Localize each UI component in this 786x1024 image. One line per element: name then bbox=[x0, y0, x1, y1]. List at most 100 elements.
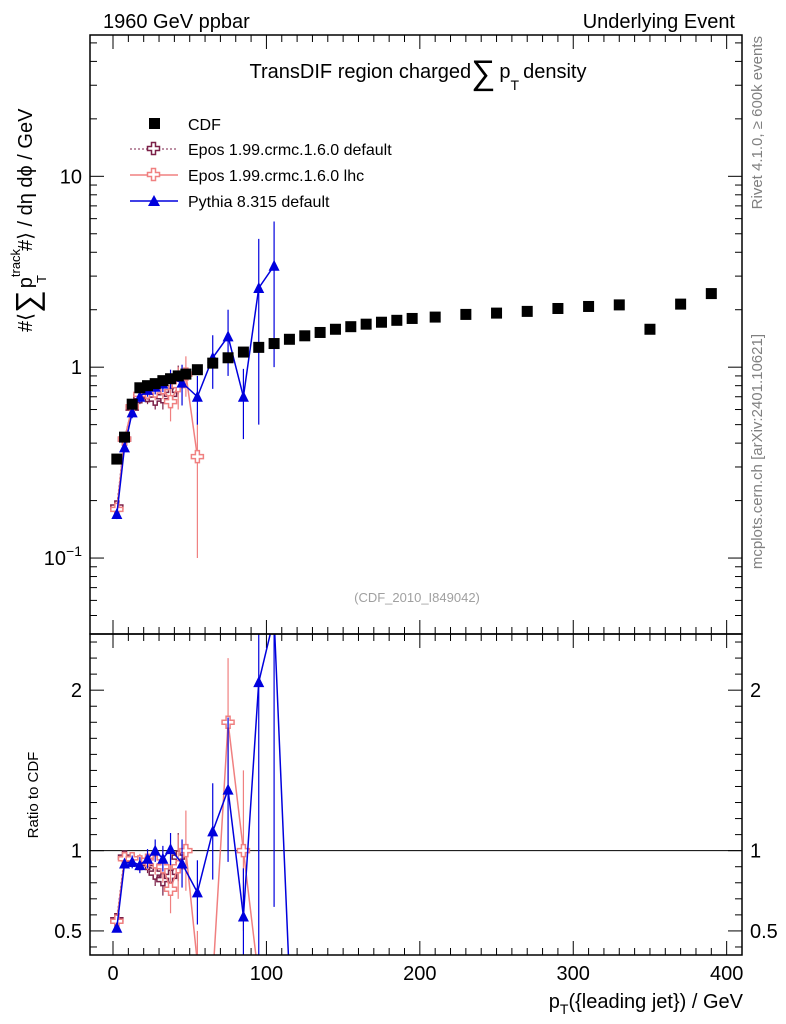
x-tick-label: 400 bbox=[710, 963, 743, 985]
main-cdf-point bbox=[149, 378, 161, 390]
x-axis-label: pT({leading jet}) / GeV bbox=[549, 991, 744, 1017]
legend-label-epos-default: Epos 1.99.crmc.1.6.0 default bbox=[188, 142, 392, 159]
legend-entry-pythia: Pythia 8.315 default bbox=[130, 194, 330, 211]
main-cdf-point bbox=[521, 305, 533, 317]
main-cdf-point bbox=[460, 308, 472, 320]
main-pythia-point bbox=[126, 406, 138, 418]
main-y-axis-label: #⟨∑ptrackT#⟩ / dη dϕ / GeV bbox=[8, 108, 49, 332]
ratio-epos-lhc-point bbox=[236, 843, 251, 858]
ratio-y-tick-label-right: 1 bbox=[750, 841, 761, 863]
ratio-plot: 0 100 200 300 400 0.5 0.5 1 1 2 2 bbox=[54, 612, 778, 985]
legend-label-epos-lhc: Epos 1.99.crmc.1.6.0 lhc bbox=[188, 168, 364, 185]
ratio-y-tick-label: 2 bbox=[71, 680, 82, 702]
ratio-y-tick-label: 0.5 bbox=[54, 921, 82, 943]
legend-label-pythia: Pythia 8.315 default bbox=[188, 194, 330, 211]
legend-marker-pythia bbox=[148, 195, 160, 206]
ratio-pythia-point bbox=[165, 843, 177, 855]
main-chart-title: TransDIF region charged∑ pTdensity bbox=[250, 54, 587, 93]
ratio-pythia-point bbox=[191, 886, 203, 898]
ratio-series-layer bbox=[110, 612, 295, 985]
main-cdf-point bbox=[613, 299, 625, 311]
main-series-layer bbox=[110, 221, 717, 559]
main-cdf-point bbox=[583, 300, 595, 312]
ratio-pythia-point bbox=[222, 783, 234, 795]
main-cdf-point bbox=[268, 338, 280, 350]
legend-marker-epos-lhc bbox=[146, 167, 161, 182]
main-cdf-point bbox=[111, 453, 123, 465]
x-tick-label: 0 bbox=[107, 963, 118, 985]
ratio-epos-lhc-point bbox=[191, 957, 203, 969]
ratio-epos-lhc-point bbox=[163, 882, 178, 896]
main-y-tick-label: 10−1 bbox=[44, 543, 82, 570]
main-cdf-point bbox=[675, 298, 687, 310]
legend-entry-epos-lhc: Epos 1.99.crmc.1.6.0 lhc bbox=[130, 167, 364, 185]
ratio-y-tick-label-right: 2 bbox=[750, 680, 761, 702]
mcplots-label: mcplots.cern.ch [arXiv:2401.10621] bbox=[749, 334, 766, 569]
main-pythia-point bbox=[222, 330, 234, 342]
legend-entry-cdf: CDF bbox=[149, 117, 221, 134]
ratio-pythia-point bbox=[284, 973, 295, 984]
ratio-plot-frame bbox=[89, 633, 743, 956]
main-cdf-point bbox=[314, 326, 326, 338]
main-pythia-point bbox=[119, 441, 131, 453]
legend: CDF Epos 1.99.crmc.1.6.0 default Epos 1.… bbox=[130, 117, 392, 211]
ratio-epos-lhc-point bbox=[179, 843, 193, 858]
main-epos-lhc-point bbox=[163, 394, 178, 409]
main-cdf-point bbox=[391, 314, 403, 326]
main-pythia-point bbox=[176, 376, 188, 388]
main-pythia-point bbox=[191, 390, 203, 402]
main-epos-lhc-point bbox=[190, 449, 205, 464]
ratio-y-tick-label: 1 bbox=[71, 841, 82, 863]
main-cdf-point bbox=[172, 370, 184, 382]
ratio-pythia-point bbox=[134, 859, 146, 871]
ratio-pythia-point bbox=[176, 857, 188, 869]
main-cdf-point bbox=[119, 431, 131, 443]
main-cdf-point bbox=[283, 333, 295, 345]
main-cdf-point bbox=[360, 318, 372, 330]
main-cdf-point bbox=[375, 316, 387, 328]
ratio-pythia-point bbox=[126, 855, 138, 867]
ratio-pythia-point bbox=[142, 852, 154, 864]
main-cdf-point bbox=[180, 368, 192, 380]
main-pythia-point bbox=[268, 259, 280, 271]
legend-entry-epos-default: Epos 1.99.crmc.1.6.0 default bbox=[130, 141, 392, 159]
main-cdf-point bbox=[237, 346, 249, 358]
header-left: 1960 GeV ppbar bbox=[103, 11, 250, 33]
main-cdf-point bbox=[157, 375, 169, 387]
main-cdf-point bbox=[134, 382, 146, 394]
ratio-epos-lhc-point bbox=[207, 973, 219, 985]
ratio-pythia-point bbox=[157, 852, 169, 864]
ratio-pythia-point bbox=[253, 676, 265, 688]
ratio-pythia-point bbox=[111, 921, 123, 933]
main-cdf-point bbox=[345, 321, 357, 333]
ratio-pythia-point bbox=[149, 844, 161, 856]
main-cdf-point bbox=[222, 352, 234, 364]
ratio-pythia-line bbox=[116, 634, 290, 955]
ratio-pythia-point bbox=[237, 910, 249, 922]
main-cdf-point bbox=[429, 311, 441, 323]
main-pythia-point bbox=[237, 390, 249, 402]
main-cdf-point bbox=[491, 307, 503, 319]
main-cdf-point bbox=[329, 323, 341, 335]
main-cdf-point bbox=[142, 380, 154, 392]
legend-marker-cdf bbox=[149, 118, 160, 129]
ratio-y-tick-label-right: 0.5 bbox=[750, 921, 778, 943]
main-plot: 10−1 1 10 bbox=[44, 35, 742, 635]
ratio-pythia-point bbox=[269, 612, 280, 623]
main-pythia-point bbox=[111, 508, 123, 520]
x-tick-label: 200 bbox=[403, 963, 436, 985]
header-right: Underlying Event bbox=[583, 11, 736, 33]
analysis-watermark: (CDF_2010_I849042) bbox=[354, 590, 480, 605]
x-tick-label: 100 bbox=[250, 963, 283, 985]
legend-label-cdf: CDF bbox=[188, 117, 221, 134]
main-cdf-point bbox=[299, 330, 311, 342]
ratio-pythia-point bbox=[207, 825, 219, 837]
legend-marker-epos-default bbox=[146, 141, 161, 156]
main-cdf-point bbox=[126, 398, 138, 410]
ratio-y-axis-label: Ratio to CDF bbox=[25, 752, 42, 839]
rivet-label: Rivet 4.1.0, ≥ 600k events bbox=[749, 36, 766, 209]
main-y-tick-label: 1 bbox=[71, 357, 82, 379]
main-cdf-point bbox=[406, 312, 418, 324]
main-pythia-point bbox=[253, 281, 265, 293]
